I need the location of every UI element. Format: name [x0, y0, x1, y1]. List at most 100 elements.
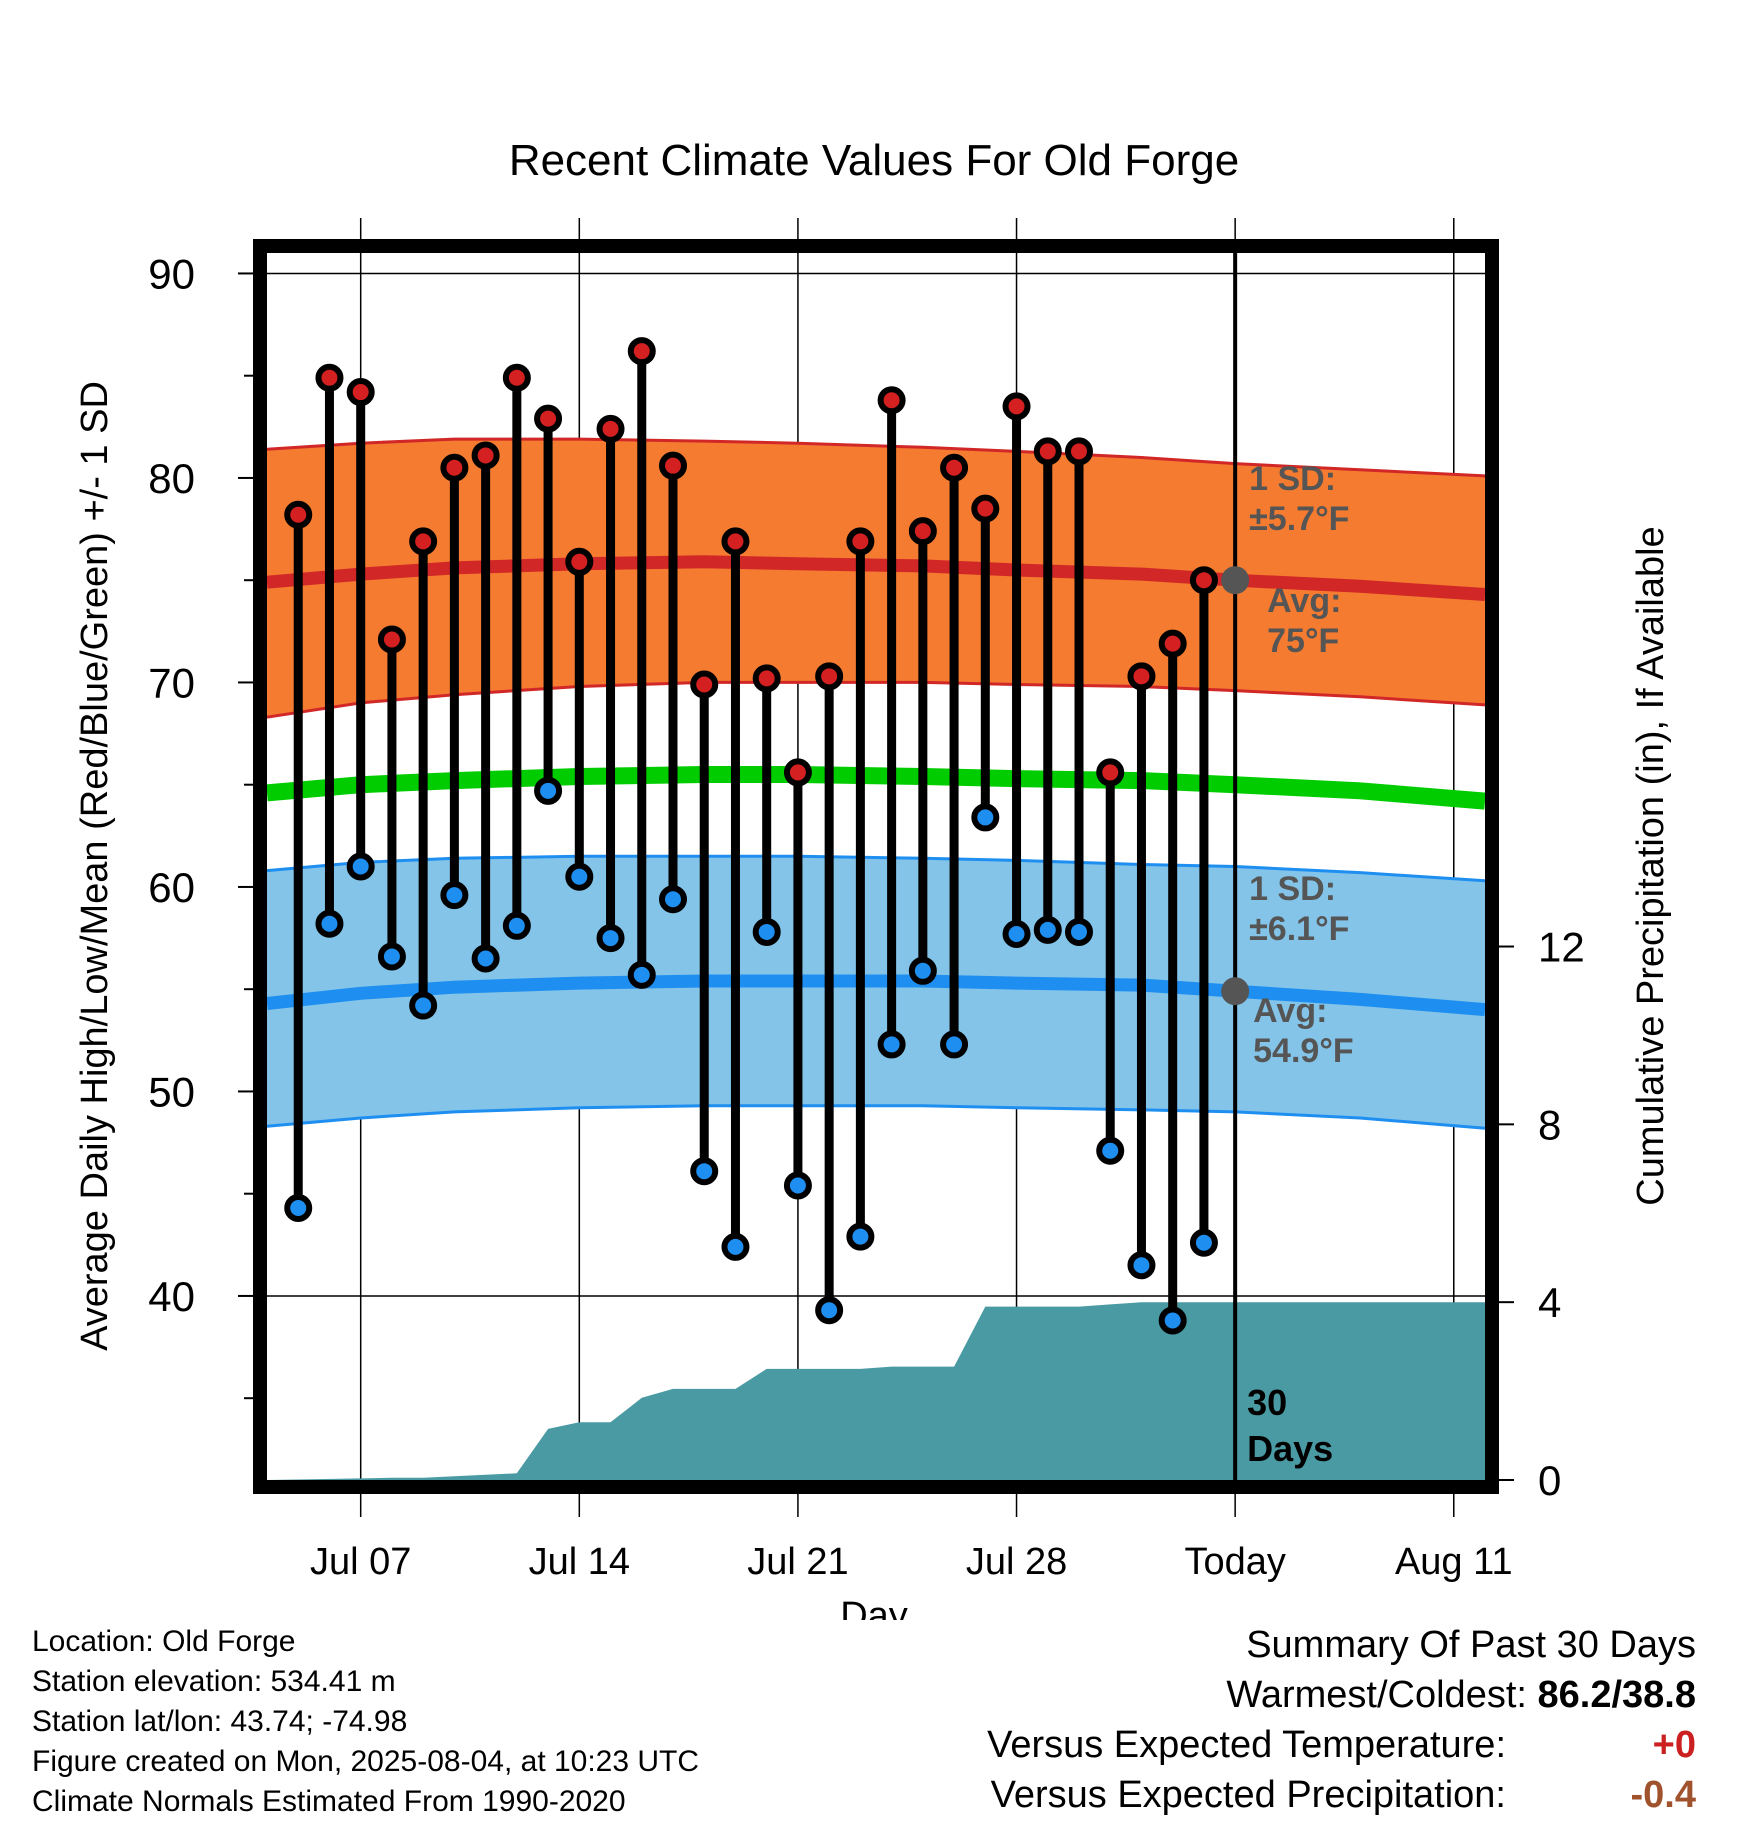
daily-low-point — [752, 917, 781, 946]
y-axis-label: Average Daily High/Low/Mean (Red/Blue/Gr… — [74, 381, 116, 1351]
precip-vs-expected-label: Versus Expected Precipitation: — [990, 1774, 1506, 1816]
daily-low-point — [1033, 915, 1062, 944]
mean-normal-line — [266, 766, 1486, 810]
daily-markers — [284, 337, 1218, 1335]
high-avg-annotation: Avg: — [1267, 582, 1341, 620]
daily-high-point — [1189, 566, 1218, 595]
station-info: Location: Old Forge Station elevation: 5… — [32, 1622, 699, 1822]
daily-high-point — [346, 378, 375, 407]
daily-low-point — [346, 852, 375, 881]
today-window-label: 30 — [1247, 1382, 1287, 1423]
low-sd-band — [267, 856, 1485, 1129]
daily-high-point — [471, 441, 500, 470]
daily-high-point — [908, 517, 937, 546]
high-sd-band-upper-edge — [266, 437, 1486, 478]
daily-high-point — [783, 758, 812, 787]
chart-title: Recent Climate Values For Old Forge — [509, 136, 1239, 185]
x-axis-label: Day — [840, 1595, 908, 1620]
y2-tick-label: 0 — [1538, 1457, 1561, 1504]
daily-low-point — [1096, 1136, 1125, 1165]
low-sd-annotation: ±6.1°F — [1249, 910, 1349, 948]
daily-high-point — [315, 363, 344, 392]
daily-high-point — [1127, 662, 1156, 691]
y-tick-label: 80 — [148, 455, 195, 502]
daily-high-point — [971, 494, 1000, 523]
daily-low-point — [284, 1194, 313, 1223]
daily-high-point — [534, 404, 563, 433]
daily-low-point — [659, 885, 687, 914]
daily-low-point — [409, 991, 438, 1020]
daily-high-point — [721, 527, 750, 556]
high-avg-marker — [1221, 566, 1250, 595]
y-tick-label: 90 — [148, 250, 195, 297]
summary-panel: Summary Of Past 30 Days Warmest/Coldest:… — [987, 1620, 1696, 1820]
x-tick-label: Today — [1184, 1541, 1285, 1583]
daily-low-point — [596, 924, 625, 953]
high-sd-annotation: ±5.7°F — [1249, 500, 1349, 538]
daily-low-point — [502, 911, 531, 940]
daily-high-point — [284, 500, 313, 529]
location-text: Location: Old Forge — [32, 1625, 296, 1658]
daily-high-point — [815, 662, 844, 691]
daily-low-point — [315, 909, 344, 938]
y-tick-label: 70 — [148, 659, 195, 706]
elevation-text: Station elevation: 534.41 m — [32, 1665, 396, 1698]
precip-vs-expected-value: -0.4 — [1630, 1774, 1696, 1816]
daily-high-point — [1002, 392, 1031, 421]
low-avg-annotation: 54.9°F — [1253, 1032, 1354, 1070]
daily-low-point — [1158, 1306, 1187, 1335]
x-tick-label: Jul 28 — [966, 1541, 1067, 1583]
daily-low-point — [908, 956, 937, 985]
temp-vs-expected-value: +0 — [1652, 1724, 1696, 1766]
daily-low-point — [471, 944, 500, 973]
axes: 40 50 60 70 80 90 0 4 8 12 Jul 07 Jul 14 Jul 21 Jul 2… — [148, 250, 1584, 1583]
daily-low-point — [940, 1030, 969, 1059]
latlon-text: Station lat/lon: 43.74; -74.98 — [32, 1705, 408, 1738]
normals-text: Climate Normals Estimated From 1990-2020 — [32, 1785, 626, 1818]
y2-tick-label: 4 — [1538, 1279, 1561, 1326]
high-sd-annotation: 1 SD: — [1249, 460, 1336, 498]
x-tick-label: Jul 07 — [310, 1541, 411, 1583]
daily-high-point — [1158, 629, 1187, 658]
daily-high-point — [1096, 758, 1125, 787]
daily-high-point — [846, 527, 875, 556]
cumulative-precip-area — [267, 1302, 1485, 1480]
summary-title: Summary Of Past 30 Days — [1246, 1624, 1696, 1666]
daily-low-point — [534, 776, 563, 805]
precipitation-area — [267, 253, 1485, 1480]
daily-low-point — [690, 1157, 719, 1186]
daily-high-point — [752, 664, 781, 693]
daily-low-point — [971, 803, 1000, 832]
daily-high-point — [440, 453, 469, 482]
daily-high-point — [659, 451, 687, 480]
low-avg-marker — [1221, 977, 1250, 1006]
y-tick-label: 50 — [148, 1068, 195, 1115]
x-tick-label: Jul 21 — [747, 1541, 848, 1583]
daily-high-point — [502, 363, 531, 392]
daily-high-point — [409, 527, 438, 556]
climate-chart: Recent Climate Values For Old Forge 1 SD… — [74, 136, 1672, 1620]
daily-low-point — [721, 1232, 750, 1261]
daily-high-point — [940, 453, 969, 482]
temp-vs-expected-label: Versus Expected Temperature: — [987, 1724, 1506, 1766]
y-tick-label: 40 — [148, 1273, 195, 1320]
daily-low-point — [1127, 1251, 1156, 1280]
warmest-value: 86.2/38.8 — [1537, 1674, 1696, 1716]
daily-low-point — [877, 1030, 906, 1059]
plot-frame — [253, 239, 1499, 1494]
daily-high-point — [377, 625, 406, 654]
x-tick-label: Jul 14 — [529, 1541, 630, 1583]
daily-low-point — [1065, 917, 1093, 946]
daily-low-point — [440, 881, 469, 910]
daily-low-point — [783, 1171, 812, 1200]
y2-axis-label: Cumulative Precipitation (in), If Availa… — [1630, 526, 1672, 1205]
daily-range-stems — [293, 351, 1209, 1321]
y-tick-label: 60 — [148, 864, 195, 911]
today-window-label: Days — [1247, 1428, 1333, 1469]
created-text: Figure created on Mon, 2025-08-04, at 10… — [32, 1745, 700, 1778]
daily-low-point — [815, 1296, 844, 1325]
high-avg-annotation: 75°F — [1267, 622, 1339, 660]
daily-low-point — [846, 1222, 875, 1251]
warmest-label: Warmest/Coldest: — [1226, 1674, 1527, 1716]
